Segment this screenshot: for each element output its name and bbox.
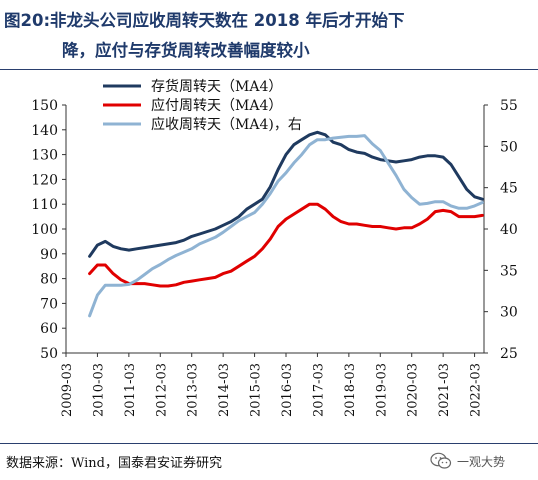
x-tick-label: 2011-03 bbox=[123, 363, 138, 417]
legend-label-2: 应付周转天（MA4） bbox=[151, 97, 282, 114]
x-tick-label: 2018-03 bbox=[343, 363, 358, 417]
y-left-tick-label: 130 bbox=[31, 148, 58, 164]
y-right-tick-label: 50 bbox=[500, 139, 518, 155]
y-left-tick-label: 80 bbox=[40, 272, 58, 288]
line-chart: 50 60 70 80 90 100 110 120 130 140 150 25 30 35 40 45 50… bbox=[31, 78, 518, 417]
x-tick-label: 2021-03 bbox=[437, 363, 452, 417]
y-left-tick-label: 100 bbox=[31, 222, 58, 238]
title-line-1: 图20:非龙头公司应收周转天数在 2018 年后才开始下 bbox=[4, 11, 405, 30]
y-right-tick-label: 35 bbox=[500, 263, 518, 279]
y-left-tick-label: 50 bbox=[40, 346, 58, 362]
watermark: 一观大势 bbox=[430, 452, 505, 470]
y-right-tick-label: 45 bbox=[500, 181, 518, 197]
x-tick-label: 2019-03 bbox=[374, 363, 389, 417]
y-left-tick-label: 150 bbox=[31, 98, 58, 114]
y-right-tick-label: 30 bbox=[500, 305, 518, 321]
x-tick-label: 2009-03 bbox=[60, 363, 75, 417]
figure-title: 图20:非龙头公司应收周转天数在 2018 年后才开始下 降，应付与存货周转改善… bbox=[4, 6, 534, 66]
x-tick-label: 2015-03 bbox=[249, 363, 264, 417]
watermark-text: 一观大势 bbox=[457, 454, 506, 469]
title-divider bbox=[0, 69, 538, 70]
data-source-note: 数据来源：Wind，国泰君安证券研究 bbox=[6, 456, 222, 471]
x-tick-label: 2020-03 bbox=[406, 363, 421, 417]
y-right-tick-label: 55 bbox=[500, 98, 518, 114]
y-left-tick-label: 60 bbox=[40, 321, 58, 337]
chart-series bbox=[88, 130, 484, 318]
x-tick-label: 2014-03 bbox=[217, 363, 232, 417]
chart-axes: 50 60 70 80 90 100 110 120 130 140 150 25 30 35 40 45 50… bbox=[31, 98, 518, 417]
footer-divider bbox=[0, 443, 538, 444]
chart-legend: 存货周转天（MA4） 应付周转天（MA4） 应收周转天（MA4)，右 bbox=[103, 78, 302, 133]
series-line-3 bbox=[88, 134, 484, 318]
y-left-tick-label: 140 bbox=[31, 123, 58, 139]
x-tick-label: 2016-03 bbox=[280, 363, 295, 417]
legend-label-1: 存货周转天（MA4） bbox=[151, 78, 282, 95]
wechat-icon bbox=[430, 452, 452, 469]
y-right-tick-label: 40 bbox=[500, 222, 518, 238]
series-line-1 bbox=[88, 130, 484, 258]
x-tick-label: 2017-03 bbox=[311, 363, 326, 417]
y-left-tick-label: 110 bbox=[31, 197, 58, 213]
x-tick-label: 2022-03 bbox=[469, 363, 484, 417]
x-tick-label: 2013-03 bbox=[186, 363, 201, 417]
title-line-2: 降，应付与存货周转改善幅度较小 bbox=[62, 41, 310, 60]
legend-label-3: 应收周转天（MA4)，右 bbox=[151, 116, 302, 133]
y-left-tick-label: 70 bbox=[40, 296, 58, 312]
y-left-tick-label: 120 bbox=[31, 172, 58, 188]
x-tick-label: 2010-03 bbox=[91, 363, 106, 417]
y-right-tick-label: 25 bbox=[500, 346, 518, 362]
x-tick-label: 2012-03 bbox=[154, 363, 169, 417]
y-left-tick-label: 90 bbox=[40, 247, 58, 263]
series-line-2 bbox=[88, 202, 484, 288]
